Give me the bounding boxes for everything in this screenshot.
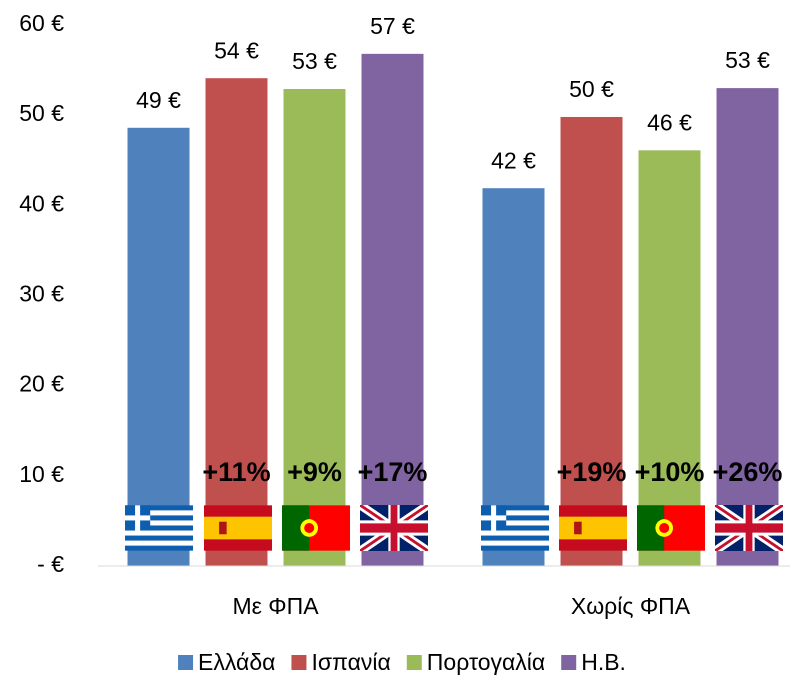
flag <box>360 505 428 551</box>
legend-label: Η.Β. <box>581 649 626 675</box>
bar <box>716 88 779 566</box>
flag <box>125 505 193 551</box>
y-tick-label: 50 € <box>19 100 64 126</box>
value-label: 46 € <box>647 109 692 135</box>
bar <box>482 188 545 566</box>
value-label: 50 € <box>569 76 614 102</box>
legend-swatch <box>561 655 577 670</box>
legend-swatch <box>406 655 422 670</box>
value-label: 42 € <box>491 147 536 173</box>
bar <box>638 150 701 566</box>
flags <box>125 505 783 551</box>
legend-swatch <box>178 655 194 670</box>
y-tick-label: 60 € <box>19 10 64 36</box>
annotation: +26% <box>713 457 783 487</box>
flag <box>559 505 627 551</box>
value-label: 49 € <box>136 87 181 113</box>
annotation: +19% <box>557 457 627 487</box>
value-label: 54 € <box>214 37 259 63</box>
y-tick-label: 30 € <box>19 281 64 307</box>
y-tick-label: 20 € <box>19 371 64 397</box>
bar <box>560 116 623 566</box>
bars <box>127 53 779 566</box>
y-tick-label: 10 € <box>19 461 64 487</box>
annotation: +9% <box>287 457 342 487</box>
y-tick-label: 40 € <box>19 190 64 216</box>
y-tick-label: - € <box>37 551 64 577</box>
value-label: 53 € <box>725 47 770 73</box>
flag <box>481 505 549 551</box>
legend-label: Ελλάδα <box>198 649 275 675</box>
annotation: +11% <box>202 457 270 487</box>
flag <box>637 505 705 551</box>
annotation: +10% <box>635 457 705 487</box>
x-tick-label: Χωρίς ΦΠΑ <box>571 593 691 619</box>
value-label: 57 € <box>370 13 415 39</box>
bar <box>283 89 346 566</box>
legend: Ελλάδα Ισπανία Πορτογαλία Η.Β. <box>178 649 626 675</box>
bar <box>361 53 424 566</box>
flag <box>282 505 350 551</box>
legend-label: Πορτογαλία <box>427 649 545 675</box>
value-label: 53 € <box>292 48 337 74</box>
legend-swatch <box>291 655 307 670</box>
annotation: +17% <box>358 457 428 487</box>
bar <box>205 78 268 566</box>
bar <box>127 127 190 566</box>
flag <box>715 505 783 551</box>
x-tick-label: Με ΦΠΑ <box>232 593 319 619</box>
legend-label: Ισπανία <box>311 649 390 675</box>
flag <box>204 505 272 551</box>
